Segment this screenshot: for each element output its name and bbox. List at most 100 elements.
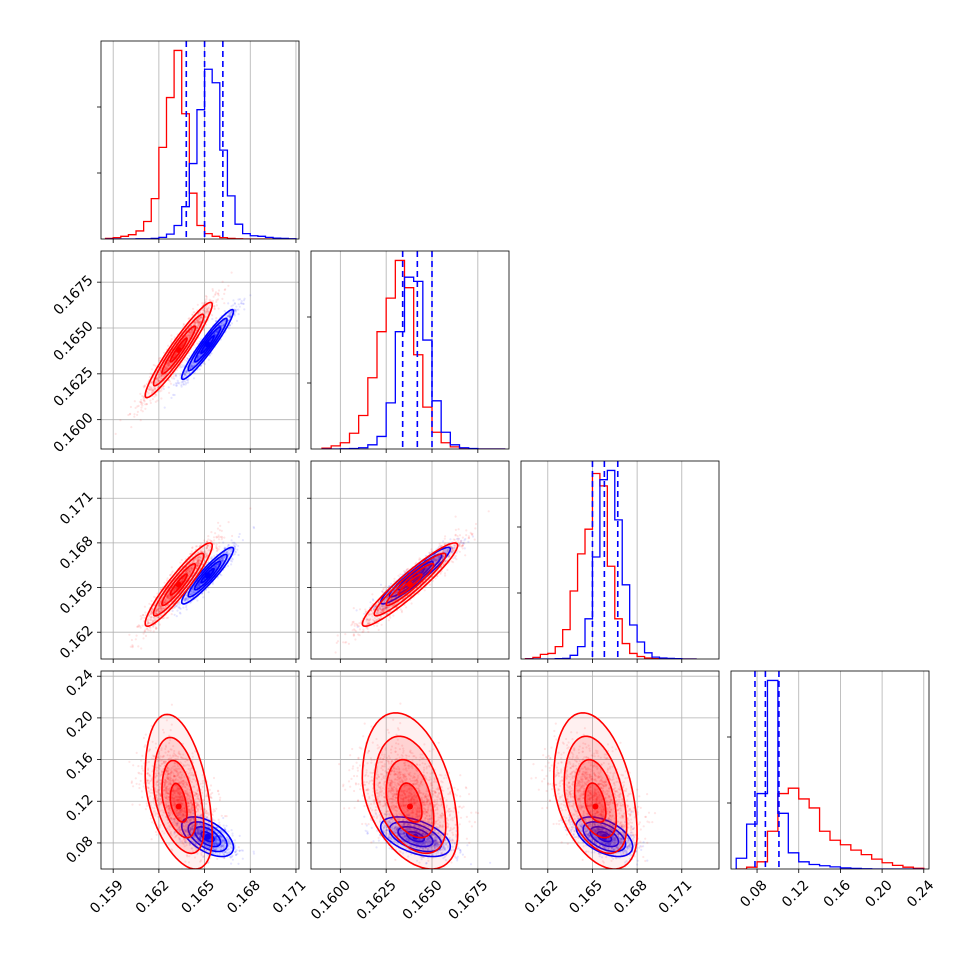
sample-point [185, 360, 189, 363]
sample-point [170, 571, 174, 574]
sample-point [176, 602, 180, 605]
sample-point [202, 308, 205, 311]
sample-point [188, 570, 191, 573]
sample-point [220, 324, 223, 328]
sample-point [153, 387, 156, 390]
sample-point [155, 610, 158, 613]
sample-point [169, 597, 172, 600]
sample-point [186, 334, 189, 337]
sample-point [180, 344, 183, 347]
sample-point [167, 596, 170, 599]
sample-point [228, 312, 231, 315]
sample-point [198, 320, 201, 323]
sample-point [233, 314, 236, 317]
sample-point [212, 295, 215, 298]
sample-point [197, 558, 200, 561]
sample-point [157, 379, 160, 382]
sample-point [215, 331, 218, 334]
sample-point [166, 364, 169, 367]
sample-point [167, 344, 170, 347]
sample-point [196, 326, 199, 329]
sample-point [176, 609, 179, 612]
sample-point [178, 382, 181, 385]
sample-point [160, 607, 163, 611]
sample-point [155, 627, 158, 630]
sample-point [204, 316, 207, 319]
sample-point [232, 299, 235, 302]
sample-point [200, 338, 203, 341]
sample-point [159, 371, 162, 374]
sample-point [211, 582, 214, 586]
sample-point [162, 385, 165, 388]
sample-point [196, 325, 199, 328]
sample-point [191, 328, 194, 331]
sample-point [142, 637, 145, 640]
sample-point [190, 365, 193, 368]
sample-point [205, 307, 208, 311]
sample-point [228, 314, 231, 317]
sample-point [196, 559, 200, 562]
sample-point [199, 353, 202, 356]
sample-point [174, 353, 177, 356]
y-tick-label: 0.1625 [51, 364, 97, 410]
sample-point [148, 388, 152, 391]
sample-point [184, 380, 187, 383]
sample-point [179, 374, 182, 377]
sample-point [215, 543, 218, 546]
sample-point [214, 333, 217, 336]
sample-point [150, 599, 153, 603]
sample-point [235, 305, 238, 308]
sample-point [200, 549, 203, 553]
sample-point [174, 352, 177, 355]
sample-point [181, 578, 184, 581]
sample-point [193, 363, 196, 366]
sample-point [179, 561, 182, 564]
sample-point [230, 310, 234, 313]
sample-point [129, 405, 132, 409]
sample-point [152, 388, 155, 391]
sample-point [226, 314, 230, 317]
sample-point [174, 354, 177, 357]
y-tick-label: 0.1650 [51, 318, 97, 364]
sample-point [198, 318, 201, 321]
sample-point [198, 322, 201, 325]
sample-point [155, 627, 158, 630]
sample-point [181, 343, 184, 346]
sample-point [182, 322, 185, 326]
sample-point [216, 549, 219, 552]
sample-point [220, 322, 223, 325]
sample-point [164, 599, 167, 602]
sample-point [165, 364, 168, 367]
sample-point [215, 317, 218, 320]
sample-point [200, 316, 203, 319]
sample-point [156, 379, 159, 382]
sample-point [162, 607, 165, 610]
sample-point [160, 387, 163, 390]
sample-point [227, 314, 230, 317]
sample-point [197, 355, 200, 358]
sample-point [189, 367, 192, 370]
sample-point [143, 630, 146, 633]
sample-point [186, 379, 189, 382]
sample-point [142, 397, 145, 400]
sample-point [220, 324, 223, 327]
sample-point [167, 364, 170, 367]
sample-point [215, 300, 218, 304]
sample-point [157, 605, 160, 608]
sample-point [150, 388, 153, 391]
sample-point [188, 336, 191, 339]
sample-point [154, 364, 157, 367]
sample-point [148, 376, 151, 379]
sample-point [140, 401, 143, 404]
sample-point [140, 403, 143, 406]
sample-point [212, 333, 215, 336]
sample-point [236, 548, 239, 551]
sample-point [144, 407, 147, 410]
sample-point [198, 321, 201, 324]
sample-point [165, 362, 168, 365]
sample-point [173, 354, 177, 357]
sample-point [157, 373, 160, 376]
sample-point [152, 389, 155, 392]
sample-point [230, 539, 233, 542]
sample-point [185, 370, 189, 373]
